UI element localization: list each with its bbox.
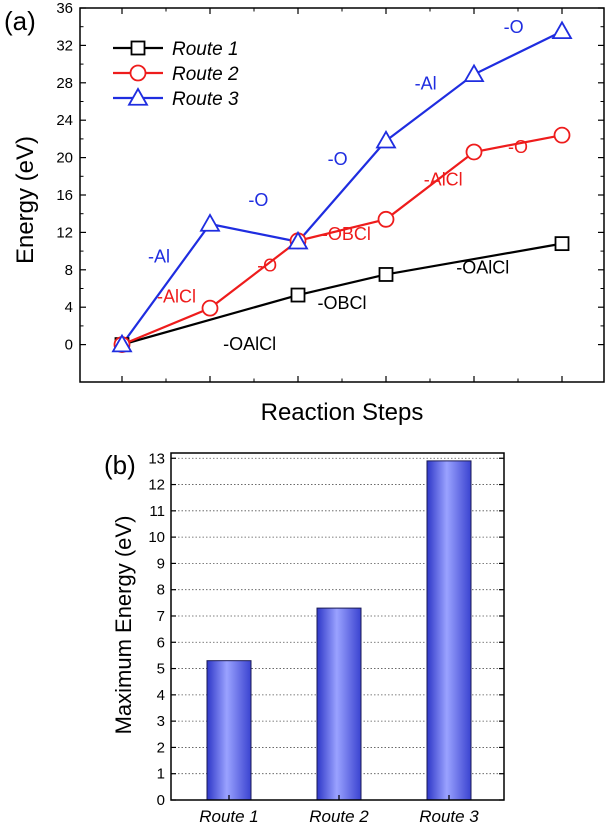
a-annotation-label: -OBCl [318, 293, 367, 313]
a-data-point [551, 20, 573, 40]
a-data-point [201, 299, 219, 317]
b-category-label: Route 2 [309, 807, 369, 825]
panel-b-label: (b) [104, 450, 136, 480]
a-data-point [463, 63, 485, 83]
a-annotation-label: -O [504, 17, 524, 37]
a-legend-label: Route 1 [172, 39, 239, 60]
panel-a-x-axis [121, 8, 563, 382]
a-y-tick-label: 4 [65, 299, 73, 316]
b-bar-2 [316, 607, 362, 801]
a-legend-item: Route 2 [113, 64, 239, 85]
a-legend-swatch-marker [130, 40, 146, 56]
b-y-tick-label: 2 [157, 739, 165, 756]
a-data-point [378, 267, 394, 282]
panel-a-series-group [111, 20, 573, 354]
b-y-tick-label: 7 [157, 608, 165, 625]
a-series-line [121, 30, 563, 346]
b-y-tick-label: 11 [149, 503, 165, 520]
a-series-line [121, 242, 563, 346]
a-y-tick-label: 24 [56, 112, 73, 129]
a-legend-label: Route 3 [172, 89, 239, 110]
panel-b-y-axis-title: Maximum Energy (eV) [111, 516, 136, 735]
a-y-tick-label: 12 [56, 224, 73, 241]
b-y-tick-label: 12 [148, 477, 165, 494]
a-annotation-label: -Al [415, 73, 437, 93]
b-y-tick-label: 9 [157, 555, 165, 572]
a-y-tick-label: 32 [56, 37, 73, 54]
panel-a-line-chart: (a) 0 4 8 12 16 20 24 28 32 36 Reaction Steps Ene… [4, 0, 605, 426]
panel-a-y-axis-title: Energy (eV) [12, 136, 39, 264]
a-annotation-label: -OBCl [322, 224, 371, 244]
a-annotation-label: -AlCl [424, 170, 463, 190]
a-legend-item: Route 1 [113, 39, 239, 60]
a-data-point [287, 230, 309, 250]
panel-b-bars [206, 460, 472, 801]
panel-a-x-axis-title: Reaction Steps [261, 399, 424, 426]
a-series-markers-3 [111, 20, 573, 353]
panel-b-x-axis: Route 1 Route 2 Route 3 [199, 795, 479, 825]
panel-b-plot-frame [170, 452, 505, 801]
a-data-point [111, 333, 133, 353]
a-y-tick-label: 20 [56, 150, 73, 167]
a-y-tick-label: 16 [56, 187, 73, 204]
a-annotation-label: -OAlCl [456, 258, 509, 278]
panel-a-plot-frame [79, 7, 605, 383]
a-annotation-label: -O [328, 149, 348, 169]
b-category-label: Route 1 [199, 807, 259, 825]
a-data-point [377, 210, 395, 228]
b-y-tick-label: 5 [157, 661, 165, 678]
b-y-tick-label: 0 [157, 792, 165, 809]
a-y-tick-label: 28 [56, 75, 73, 92]
a-series-1 [121, 242, 563, 346]
b-bar-1 [206, 660, 252, 801]
a-data-point [290, 287, 306, 303]
a-y-tick-label: 0 [65, 337, 73, 354]
a-legend-swatch-marker [127, 87, 149, 106]
a-legend-label: Route 2 [172, 64, 239, 85]
b-y-tick-label: 1 [157, 766, 165, 783]
a-series-2 [121, 134, 563, 346]
a-annotation-label: -Al [148, 246, 170, 266]
a-series-line [121, 134, 563, 346]
a-y-tick-label: 36 [56, 0, 73, 17]
panel-a-y-axis: 0 4 8 12 16 20 24 28 32 36 [56, 0, 604, 354]
b-y-tick-label: 8 [157, 582, 165, 599]
a-annotation-label: -OAlCl [223, 334, 276, 354]
a-y-tick-label: 8 [65, 262, 73, 279]
b-y-tick-label: 13 [148, 450, 165, 467]
a-series-3 [121, 30, 563, 346]
a-annotation-label: -O [257, 256, 277, 276]
panel-a-label: (a) [4, 6, 36, 36]
a-data-point [554, 236, 570, 252]
b-bar-3 [426, 460, 472, 801]
a-annotation-label: -AlCl [157, 287, 196, 307]
a-data-point [553, 126, 571, 144]
a-data-point [199, 213, 221, 232]
a-data-point [465, 143, 483, 161]
a-legend-swatch-marker [129, 64, 147, 82]
a-legend-item: Route 3 [113, 87, 239, 110]
b-y-tick-label: 10 [148, 529, 165, 546]
a-data-point [375, 129, 397, 149]
b-y-tick-label: 4 [157, 687, 165, 704]
panel-a-annotations: -OAlCl -OBCl -OAlCl -AlCl -O -OBCl -AlCl -O -Al -… [148, 17, 528, 354]
b-y-tick-label: 6 [157, 634, 165, 651]
a-annotation-label: -O [508, 137, 528, 157]
a-annotation-label: -O [248, 190, 268, 210]
b-y-tick-label: 3 [157, 713, 165, 730]
panel-a-legend: Route 1 Route 2 Route 3 [113, 39, 239, 110]
b-category-label: Route 3 [419, 807, 479, 825]
